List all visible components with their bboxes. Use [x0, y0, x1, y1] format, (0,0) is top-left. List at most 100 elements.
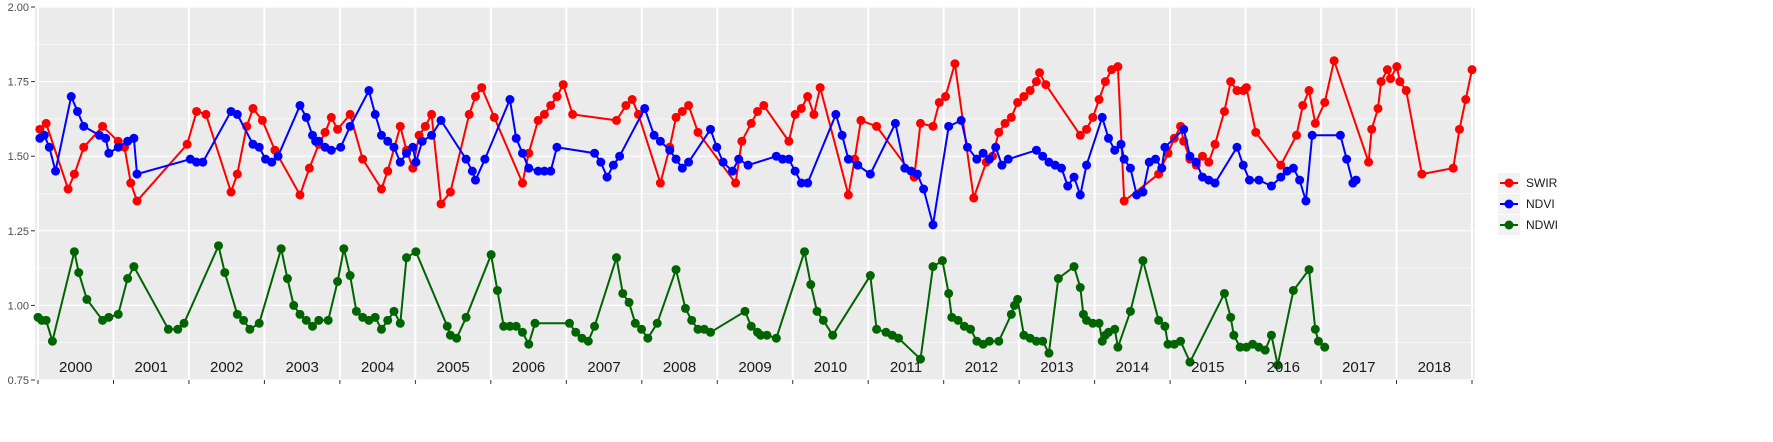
data-point-ndvi: [1038, 151, 1048, 161]
data-point-ndvi: [727, 166, 737, 176]
year-label: 2008: [663, 359, 696, 376]
data-point-swir: [1013, 97, 1023, 107]
data-point-swir: [1364, 157, 1374, 167]
data-point-swir: [1025, 86, 1035, 96]
data-point-ndwi: [706, 327, 716, 337]
data-point-ndvi: [273, 151, 283, 161]
data-point-ndwi: [762, 330, 772, 340]
year-label: 2006: [512, 359, 545, 376]
y-tick-label: 1.75: [8, 77, 29, 89]
data-point-swir: [969, 193, 979, 203]
data-point-swir: [1232, 86, 1242, 96]
data-point-swir: [395, 121, 405, 131]
data-point-swir: [232, 169, 242, 179]
data-point-ndvi: [461, 154, 471, 164]
data-point-ndvi: [1138, 187, 1148, 197]
data-point-ndwi: [1088, 318, 1098, 328]
data-point-ndvi: [1110, 145, 1120, 155]
data-point-ndvi: [44, 142, 54, 152]
data-point-ndwi: [966, 324, 976, 334]
data-point-swir: [1197, 151, 1207, 161]
data-point-ndvi: [39, 130, 49, 140]
data-point-swir: [684, 100, 694, 110]
data-point-swir: [934, 97, 944, 107]
data-point-swir: [1113, 62, 1123, 72]
data-point-swir: [345, 109, 355, 119]
data-point-ndvi: [192, 157, 202, 167]
data-point-ndvi: [1056, 163, 1066, 173]
data-point-swir: [1298, 100, 1308, 110]
data-point-swir: [517, 178, 527, 188]
data-point-ndwi: [232, 309, 242, 319]
data-point-ndvi: [997, 160, 1007, 170]
year-label: 2013: [1040, 359, 1073, 376]
data-point-ndwi: [693, 324, 703, 334]
data-point-swir: [552, 92, 562, 102]
data-point-ndvi: [1125, 163, 1135, 173]
data-point-ndvi: [1301, 196, 1311, 206]
data-point-ndvi: [944, 121, 954, 131]
data-point-ndvi: [1232, 142, 1242, 152]
data-point-ndvi: [843, 154, 853, 164]
data-point-ndvi: [427, 130, 437, 140]
data-point-ndwi: [1320, 342, 1330, 352]
data-point-ndvi: [743, 160, 753, 170]
data-point-ndwi: [295, 309, 305, 319]
data-point-ndvi: [734, 154, 744, 164]
data-point-ndwi: [505, 321, 515, 331]
year-label: 2000: [59, 359, 92, 376]
data-point-ndwi: [333, 277, 343, 287]
data-point-ndwi: [1031, 336, 1041, 346]
y-tick-label: 0.75: [8, 375, 29, 387]
data-point-ndwi: [828, 330, 838, 340]
data-point-swir: [201, 109, 211, 119]
data-point-ndwi: [254, 318, 264, 328]
data-point-swir: [784, 136, 794, 146]
data-point-ndwi: [214, 241, 224, 251]
data-point-ndwi: [113, 309, 123, 319]
data-point-swir: [420, 121, 430, 131]
data-point-ndwi: [486, 250, 496, 260]
data-point-swir: [1094, 95, 1104, 105]
data-point-ndwi: [1160, 321, 1170, 331]
data-point-ndvi: [395, 157, 405, 167]
data-point-ndwi: [452, 333, 462, 343]
data-point-ndvi: [470, 175, 480, 185]
data-point-ndwi: [41, 315, 51, 325]
data-point-ndvi: [928, 220, 938, 230]
data-point-ndwi: [339, 244, 349, 254]
y-axis: 0.75 1.00 1.25 1.50 1.75 2.00: [8, 2, 35, 387]
data-point-ndwi: [129, 262, 139, 272]
data-point-swir: [568, 109, 578, 119]
data-point-ndvi: [831, 109, 841, 119]
data-point-swir: [1382, 65, 1392, 75]
data-point-ndvi: [72, 106, 82, 116]
data-point-ndvi: [1335, 130, 1345, 140]
data-point-swir: [941, 92, 951, 102]
data-point-swir: [1241, 83, 1251, 93]
legend-label-ndwi: NDWI: [1526, 218, 1558, 232]
data-point-swir: [539, 109, 549, 119]
data-point-ndvi: [1238, 160, 1248, 170]
data-point-ndwi: [812, 306, 822, 316]
y-tick-label: 1.50: [8, 151, 29, 163]
data-point-ndwi: [402, 253, 412, 263]
year-label: 2003: [285, 359, 318, 376]
data-point-swir: [803, 92, 813, 102]
data-point-ndwi: [1163, 339, 1173, 349]
data-point-ndvi: [1116, 139, 1126, 149]
data-point-ndwi: [411, 247, 421, 257]
y-tick-label: 1.00: [8, 300, 29, 312]
data-point-swir: [1119, 196, 1129, 206]
data-point-ndwi: [1260, 345, 1270, 355]
data-point-swir: [611, 115, 621, 125]
data-point-swir: [1417, 169, 1427, 179]
legend-label-ndvi: NDVI: [1526, 197, 1555, 211]
data-point-ndwi: [383, 315, 393, 325]
data-point-ndwi: [611, 253, 621, 263]
data-point-ndwi: [671, 265, 681, 275]
data-point-swir: [1219, 106, 1229, 116]
data-point-swir: [1100, 77, 1110, 87]
data-point-ndwi: [1006, 309, 1016, 319]
data-point-ndvi: [596, 157, 606, 167]
